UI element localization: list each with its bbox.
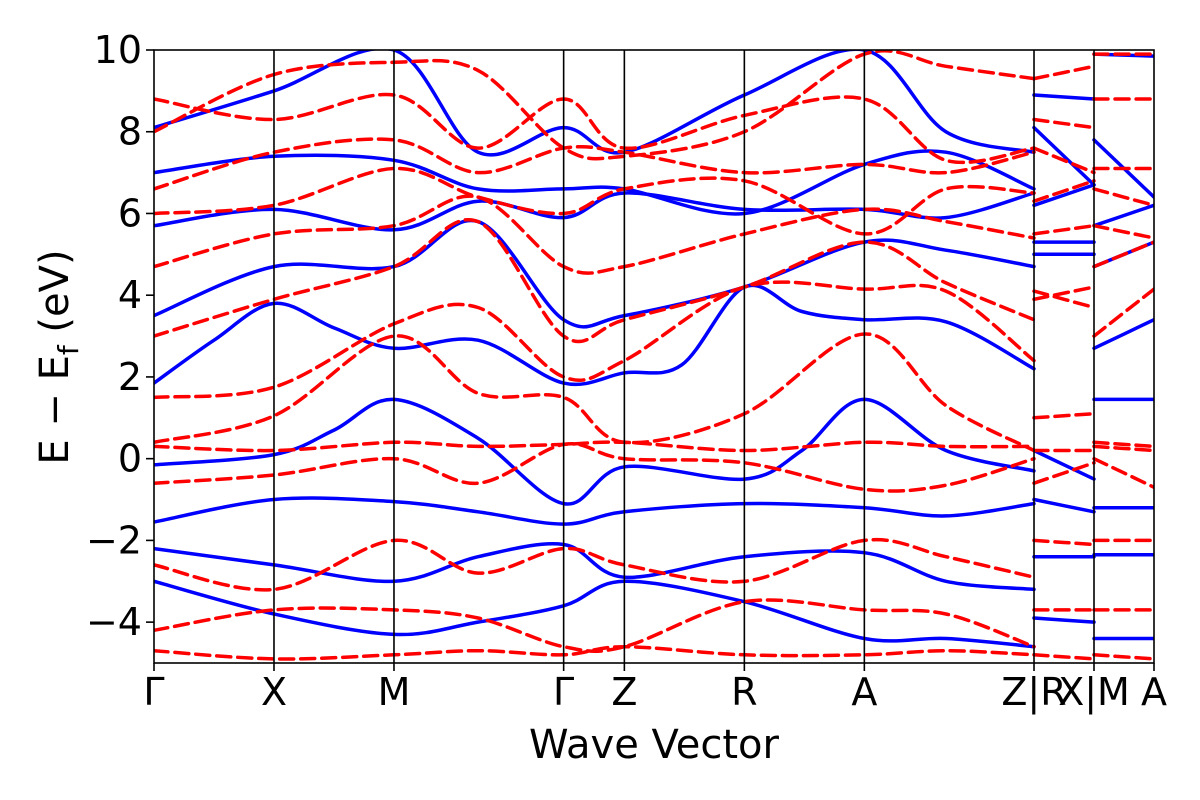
band-line-dashed [154, 537, 1036, 592]
y-axis-title-unit: (eV) [32, 249, 78, 345]
band-line-dashed [1032, 223, 1096, 236]
band-line-solid [1092, 203, 1154, 228]
y-axis-ticks: −4 −2 0 2 4 6 8 10 [86, 28, 154, 644]
band-line-dashed [1032, 285, 1096, 302]
x-tick-label: M [378, 670, 411, 714]
x-tick-label: Γ [553, 670, 574, 714]
band-line-dashed [154, 166, 1036, 236]
y-tick-label: 4 [118, 273, 142, 317]
y-tick-label: 8 [118, 110, 142, 154]
series-layer [154, 50, 1154, 661]
band-line-solid [154, 191, 1036, 232]
band-line-solid [154, 542, 1036, 592]
band-line-dashed [154, 137, 1036, 191]
band-line-dashed [1032, 146, 1096, 175]
x-tick-label: X|M [1058, 670, 1130, 715]
band-line-dashed [154, 280, 1036, 400]
y-tick-label: −4 [86, 600, 142, 644]
y-tick-label: −2 [86, 518, 142, 562]
band-line-dashed [1032, 289, 1096, 310]
x-axis-title: Wave Vector [529, 722, 780, 768]
band-line-dashed [1092, 287, 1154, 338]
band-line-dashed [1032, 461, 1096, 485]
band-line-dashed [1092, 240, 1154, 269]
x-tick-label: R [731, 670, 757, 714]
y-tick-label: 6 [118, 191, 142, 235]
y-axis-title-main: E − E [32, 355, 78, 465]
y-axis-title: E − Ef (eV) [32, 249, 85, 464]
band-line-dashed [1092, 653, 1154, 661]
band-line-dashed [154, 218, 1036, 344]
y-tick-label: 2 [118, 355, 142, 399]
band-line-solid [1092, 317, 1154, 351]
band-line-dashed [1032, 538, 1096, 547]
band-line-solid [154, 496, 1036, 526]
band-line-solid [1032, 93, 1096, 101]
band-line-solid [1032, 497, 1096, 514]
y-tick-label: 10 [94, 28, 142, 72]
band-line-solid [1032, 125, 1096, 187]
x-tick-label: A [851, 670, 877, 714]
x-tick-label: Z [611, 670, 637, 714]
band-line-dashed [1032, 117, 1096, 130]
band-line-dashed [154, 598, 1036, 653]
band-line-dashed [154, 332, 1036, 453]
x-tick-label: Z|R [1001, 670, 1066, 715]
high-symmetry-lines [273, 50, 1095, 663]
plot-frame [153, 49, 1155, 664]
band-line-dashed [1092, 187, 1154, 208]
band-line-dashed [1092, 456, 1154, 490]
band-line-dashed [1032, 411, 1096, 420]
band-line-dashed [1092, 223, 1154, 240]
band-line-solid [1032, 183, 1096, 208]
x-tick-label: X [261, 670, 287, 714]
band-line-solid [154, 579, 1036, 649]
band-line-dashed [1092, 440, 1154, 449]
band-line-dashed [154, 194, 1036, 275]
band-line-solid [154, 397, 1036, 506]
band-line-dashed [154, 440, 1036, 453]
band-line-dashed [154, 441, 1036, 493]
band-line-dashed [154, 92, 1036, 165]
band-line-dashed [1032, 179, 1096, 203]
x-tick-label: Γ [143, 670, 164, 714]
band-line-dashed [1032, 653, 1096, 661]
band-line-solid [154, 218, 1036, 329]
x-axis-ticks: Γ X M Γ Z R A Z|RX|M A [143, 663, 1167, 715]
y-axis-title-subscript: f [52, 344, 85, 355]
band-line-solid [154, 149, 1036, 216]
band-line-solid [154, 50, 1036, 157]
x-tick-label: A [1141, 670, 1167, 714]
band-line-dashed [154, 644, 1036, 661]
y-tick-label: 0 [118, 437, 142, 481]
band-line-dashed [1032, 64, 1096, 81]
band-line-solid [1032, 616, 1096, 624]
band-line-dashed [1092, 444, 1154, 453]
band-line-dashed [154, 50, 1036, 161]
